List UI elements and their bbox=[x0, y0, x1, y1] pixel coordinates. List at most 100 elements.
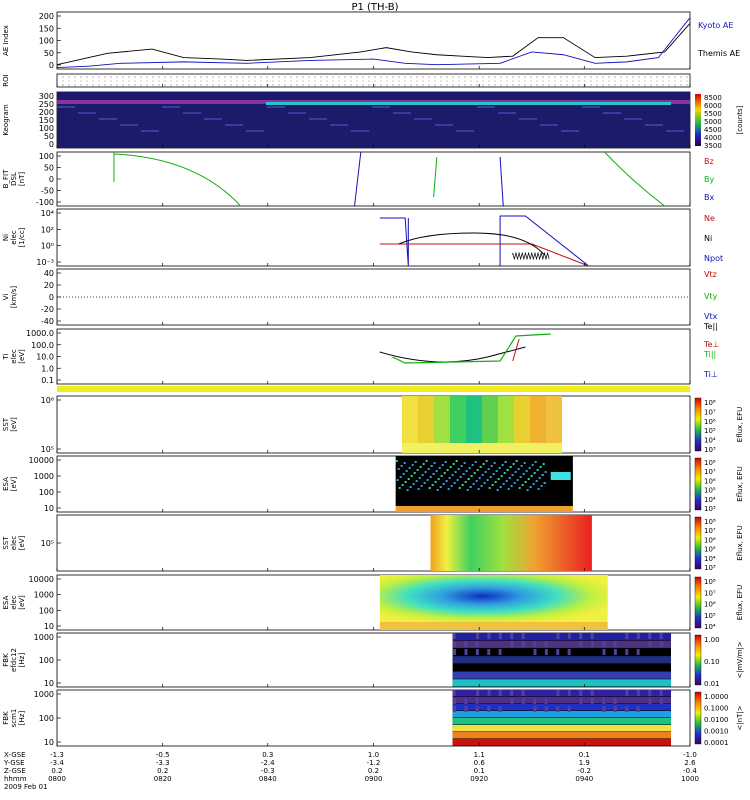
esa-i-speck bbox=[502, 483, 505, 485]
roi-dot bbox=[338, 76, 340, 78]
xaxis-tick-label: 0.1 bbox=[474, 767, 485, 775]
roi-dot bbox=[368, 76, 370, 78]
roi-dot bbox=[140, 84, 142, 86]
fbk_b-speck bbox=[521, 698, 525, 704]
fbk_e-speck bbox=[487, 633, 491, 639]
roi-dot bbox=[506, 84, 508, 86]
roi-dot bbox=[242, 80, 244, 82]
roi-dot bbox=[272, 76, 274, 78]
fbk_b-speck bbox=[475, 698, 479, 704]
roi-dot bbox=[356, 80, 358, 82]
bfit-by-curve bbox=[604, 151, 665, 207]
ti-ylabel: [eV] bbox=[18, 349, 26, 364]
esa_e-colorbar bbox=[694, 576, 702, 629]
keogram-texture bbox=[477, 106, 495, 108]
sst_e-ylabel: SST bbox=[2, 536, 10, 550]
roi-dot bbox=[650, 84, 652, 86]
roi-dot bbox=[212, 84, 214, 86]
esa-i-speck bbox=[541, 474, 544, 476]
fbk_e-ylabel: FBK bbox=[2, 653, 10, 667]
roi-dot bbox=[122, 80, 124, 82]
esa-i-speck bbox=[491, 484, 494, 486]
fbk_e-ytick-label: 100 bbox=[39, 656, 54, 665]
roi-dot bbox=[422, 80, 424, 82]
xaxis-row-label: Y-GSE bbox=[3, 759, 25, 767]
esa-i-speck bbox=[501, 464, 504, 466]
xaxis-tick-label: 0900 bbox=[365, 775, 383, 783]
roi-dot bbox=[200, 80, 202, 82]
esa-i-speck bbox=[444, 461, 447, 463]
keogram-ytick-label: 150 bbox=[39, 116, 54, 125]
roi-dot bbox=[596, 76, 598, 78]
fbk_b-speck bbox=[625, 690, 629, 696]
fbk_b-speck bbox=[636, 706, 640, 712]
sst_e-ytick-label: 10⁵ bbox=[41, 539, 54, 548]
esa-i-speck bbox=[469, 486, 472, 488]
roi-dot bbox=[638, 76, 640, 78]
roi-dot bbox=[284, 84, 286, 86]
fbk_e-speck bbox=[544, 641, 548, 647]
roi-dot bbox=[152, 76, 154, 78]
roi-dot bbox=[266, 84, 268, 86]
esa-i-speck bbox=[470, 475, 473, 477]
xaxis-row-label: hhmm bbox=[4, 775, 27, 783]
roi-dot bbox=[362, 76, 364, 78]
roi-dot bbox=[266, 76, 268, 78]
sst-i-cell bbox=[497, 396, 514, 453]
roi-dot bbox=[92, 84, 94, 86]
roi-dot bbox=[230, 80, 232, 82]
esa-i-speck bbox=[433, 462, 436, 464]
roi-dot bbox=[440, 84, 442, 86]
legend-ti-par: Ti|| bbox=[703, 350, 716, 359]
roi-dot bbox=[218, 76, 220, 78]
sst_e-ylabel: [eV] bbox=[18, 535, 26, 550]
ti-teperp-line bbox=[512, 338, 520, 362]
roi-dot bbox=[458, 76, 460, 78]
keogram-texture bbox=[435, 124, 453, 126]
bfit-ytick-label: -50 bbox=[41, 187, 54, 196]
roi-dot bbox=[632, 84, 634, 86]
roi-dot bbox=[254, 76, 256, 78]
ni-ytick-label: 10⁰ bbox=[41, 242, 54, 251]
roi-dot bbox=[464, 76, 466, 78]
ae-series-themis-ae bbox=[56, 23, 691, 66]
esa-i-speck bbox=[438, 467, 441, 469]
esa-i-speck bbox=[509, 466, 512, 468]
roi-dot bbox=[272, 80, 274, 82]
fbk_b-band bbox=[452, 732, 672, 739]
esa-i-speck bbox=[544, 471, 547, 473]
legend-kyoto-ae: Kyoto AE bbox=[698, 21, 733, 30]
ae-ylabel: AE Index bbox=[2, 25, 10, 56]
fbk_b-band bbox=[452, 718, 672, 725]
roi-dot bbox=[404, 80, 406, 82]
esa-i-speck bbox=[508, 477, 511, 479]
roi-dot bbox=[134, 76, 136, 78]
fbk_b-speck bbox=[579, 690, 583, 696]
roi-dot bbox=[686, 80, 688, 82]
sst_e-frame bbox=[56, 514, 691, 572]
roi-dot bbox=[554, 76, 556, 78]
esa-i-speck bbox=[527, 478, 530, 480]
roi-dot bbox=[554, 84, 556, 86]
roi-dot bbox=[482, 76, 484, 78]
xaxis-tick-label: 0920 bbox=[470, 775, 488, 783]
roi-dot bbox=[548, 84, 550, 86]
esa-i-speck bbox=[419, 466, 422, 468]
roi-dot bbox=[200, 76, 202, 78]
roi-dot bbox=[332, 76, 334, 78]
roi-dot bbox=[158, 84, 160, 86]
roi-dot bbox=[230, 76, 232, 78]
xaxis-tick-label: 0840 bbox=[259, 775, 277, 783]
roi-dot bbox=[176, 80, 178, 82]
roi-dot bbox=[620, 76, 622, 78]
roi-dot bbox=[170, 84, 172, 86]
roi-dot bbox=[386, 84, 388, 86]
esa-i-speck bbox=[524, 481, 527, 483]
esa-i-speck bbox=[528, 467, 531, 469]
roi-dot bbox=[680, 76, 682, 78]
xaxis-tick-label: -3.3 bbox=[156, 759, 170, 767]
xaxis-tick-label: 1.9 bbox=[579, 759, 590, 767]
esa-i-speck bbox=[493, 462, 496, 464]
roi-dot bbox=[530, 80, 532, 82]
fbk_b-speck bbox=[498, 690, 502, 696]
